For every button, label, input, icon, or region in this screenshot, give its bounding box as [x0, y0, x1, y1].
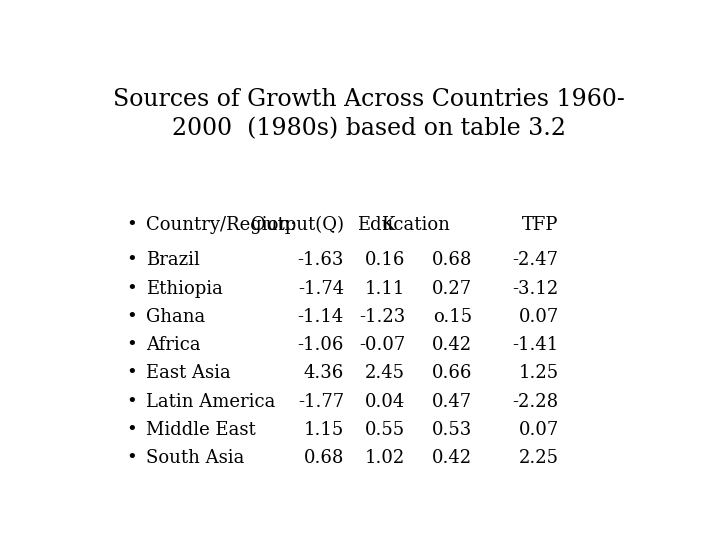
Text: •: •	[127, 336, 138, 354]
Text: East Asia: East Asia	[145, 364, 230, 382]
Text: K: K	[381, 216, 394, 234]
Text: •: •	[127, 280, 138, 298]
Text: -1.41: -1.41	[513, 336, 559, 354]
Text: 0.55: 0.55	[365, 421, 405, 439]
Text: 0.66: 0.66	[432, 364, 472, 382]
Text: 4.36: 4.36	[304, 364, 344, 382]
Text: •: •	[127, 421, 138, 439]
Text: -3.12: -3.12	[513, 280, 559, 298]
Text: 0.16: 0.16	[365, 251, 405, 269]
Text: 1.02: 1.02	[365, 449, 405, 467]
Text: 1.25: 1.25	[518, 364, 559, 382]
Text: -1.14: -1.14	[297, 308, 344, 326]
Text: Brazil: Brazil	[145, 251, 199, 269]
Text: 0.47: 0.47	[432, 393, 472, 410]
Text: 0.68: 0.68	[304, 449, 344, 467]
Text: -2.47: -2.47	[513, 251, 559, 269]
Text: -1.77: -1.77	[298, 393, 344, 410]
Text: 0.53: 0.53	[432, 421, 472, 439]
Text: 2.45: 2.45	[365, 364, 405, 382]
Text: 0.07: 0.07	[518, 421, 559, 439]
Text: Sources of Growth Across Countries 1960-
2000  (1980s) based on table 3.2: Sources of Growth Across Countries 1960-…	[113, 87, 625, 140]
Text: 2.25: 2.25	[518, 449, 559, 467]
Text: •: •	[127, 449, 138, 467]
Text: 1.15: 1.15	[304, 421, 344, 439]
Text: 0.42: 0.42	[432, 336, 472, 354]
Text: Middle East: Middle East	[145, 421, 256, 439]
Text: Ethiopia: Ethiopia	[145, 280, 222, 298]
Text: South Asia: South Asia	[145, 449, 244, 467]
Text: •: •	[127, 393, 138, 410]
Text: -1.74: -1.74	[298, 280, 344, 298]
Text: 0.07: 0.07	[518, 308, 559, 326]
Text: -2.28: -2.28	[513, 393, 559, 410]
Text: 0.68: 0.68	[432, 251, 472, 269]
Text: -1.63: -1.63	[297, 251, 344, 269]
Text: 0.42: 0.42	[432, 449, 472, 467]
Text: Africa: Africa	[145, 336, 200, 354]
Text: Ghana: Ghana	[145, 308, 205, 326]
Text: Output(Q): Output(Q)	[251, 216, 344, 234]
Text: •: •	[127, 251, 138, 269]
Text: 0.04: 0.04	[365, 393, 405, 410]
Text: •: •	[127, 308, 138, 326]
Text: 1.11: 1.11	[365, 280, 405, 298]
Text: -1.23: -1.23	[359, 308, 405, 326]
Text: Country/Region:: Country/Region:	[145, 216, 296, 234]
Text: o.15: o.15	[433, 308, 472, 326]
Text: TFP: TFP	[522, 216, 559, 234]
Text: -0.07: -0.07	[359, 336, 405, 354]
Text: •: •	[127, 364, 138, 382]
Text: •: •	[127, 216, 138, 234]
Text: Latin America: Latin America	[145, 393, 275, 410]
Text: Education: Education	[357, 216, 450, 234]
Text: 0.27: 0.27	[432, 280, 472, 298]
Text: -1.06: -1.06	[297, 336, 344, 354]
